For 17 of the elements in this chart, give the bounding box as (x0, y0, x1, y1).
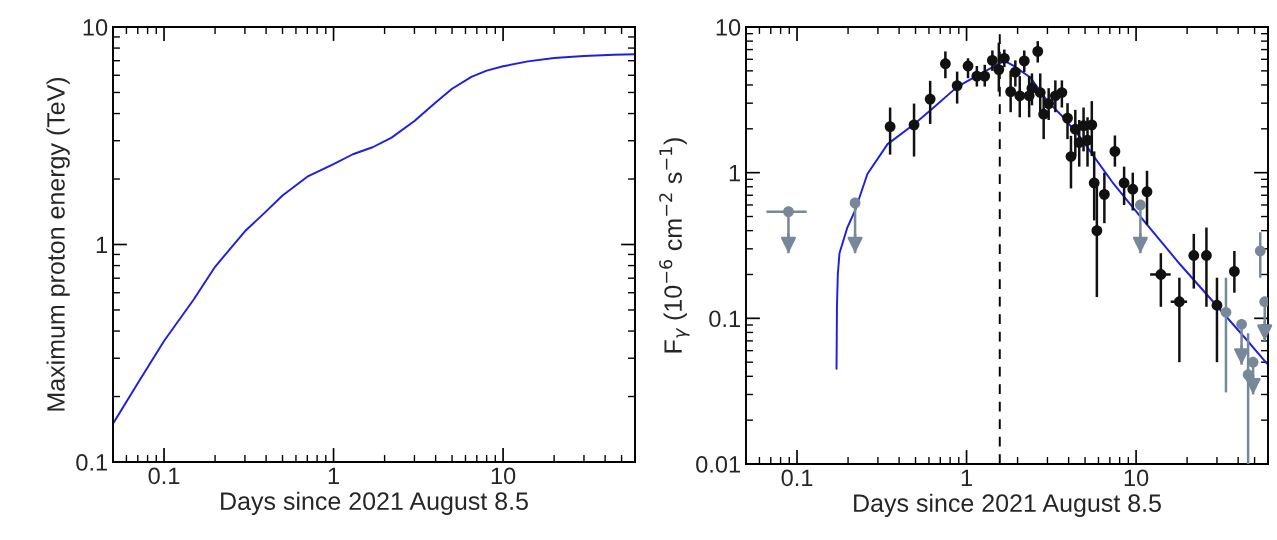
x-axis-title: Days since 2021 August 8.5 (854, 493, 1161, 517)
x-axis-title: Days since 2021 August 8.5 (221, 491, 528, 515)
y-tick-label: 0.1 (709, 310, 740, 328)
x-tick-label: 10 (1124, 469, 1149, 487)
y-tick-label: 0.01 (696, 456, 740, 473)
y-tick-label: 1 (729, 164, 740, 182)
x-tick-label: 0.1 (148, 467, 180, 485)
x-tick-label: 1 (328, 467, 339, 484)
y-tick-label: 0.1 (76, 454, 107, 471)
x-tick-label: 1 (961, 469, 972, 486)
y-axis-title: Maximum proton energy (TeV) (46, 77, 70, 411)
x-tick-label: 10 (491, 467, 516, 485)
y-tick-label: 1 (96, 236, 107, 254)
y-tick-label: 10 (83, 19, 108, 36)
x-tick-label: 0.1 (781, 469, 813, 487)
y-tick-label: 10 (716, 19, 741, 36)
text: F$_{γ}$ (10$^{−6}$ cm$^{−2}$ s$^{−1}$) (659, 138, 690, 353)
